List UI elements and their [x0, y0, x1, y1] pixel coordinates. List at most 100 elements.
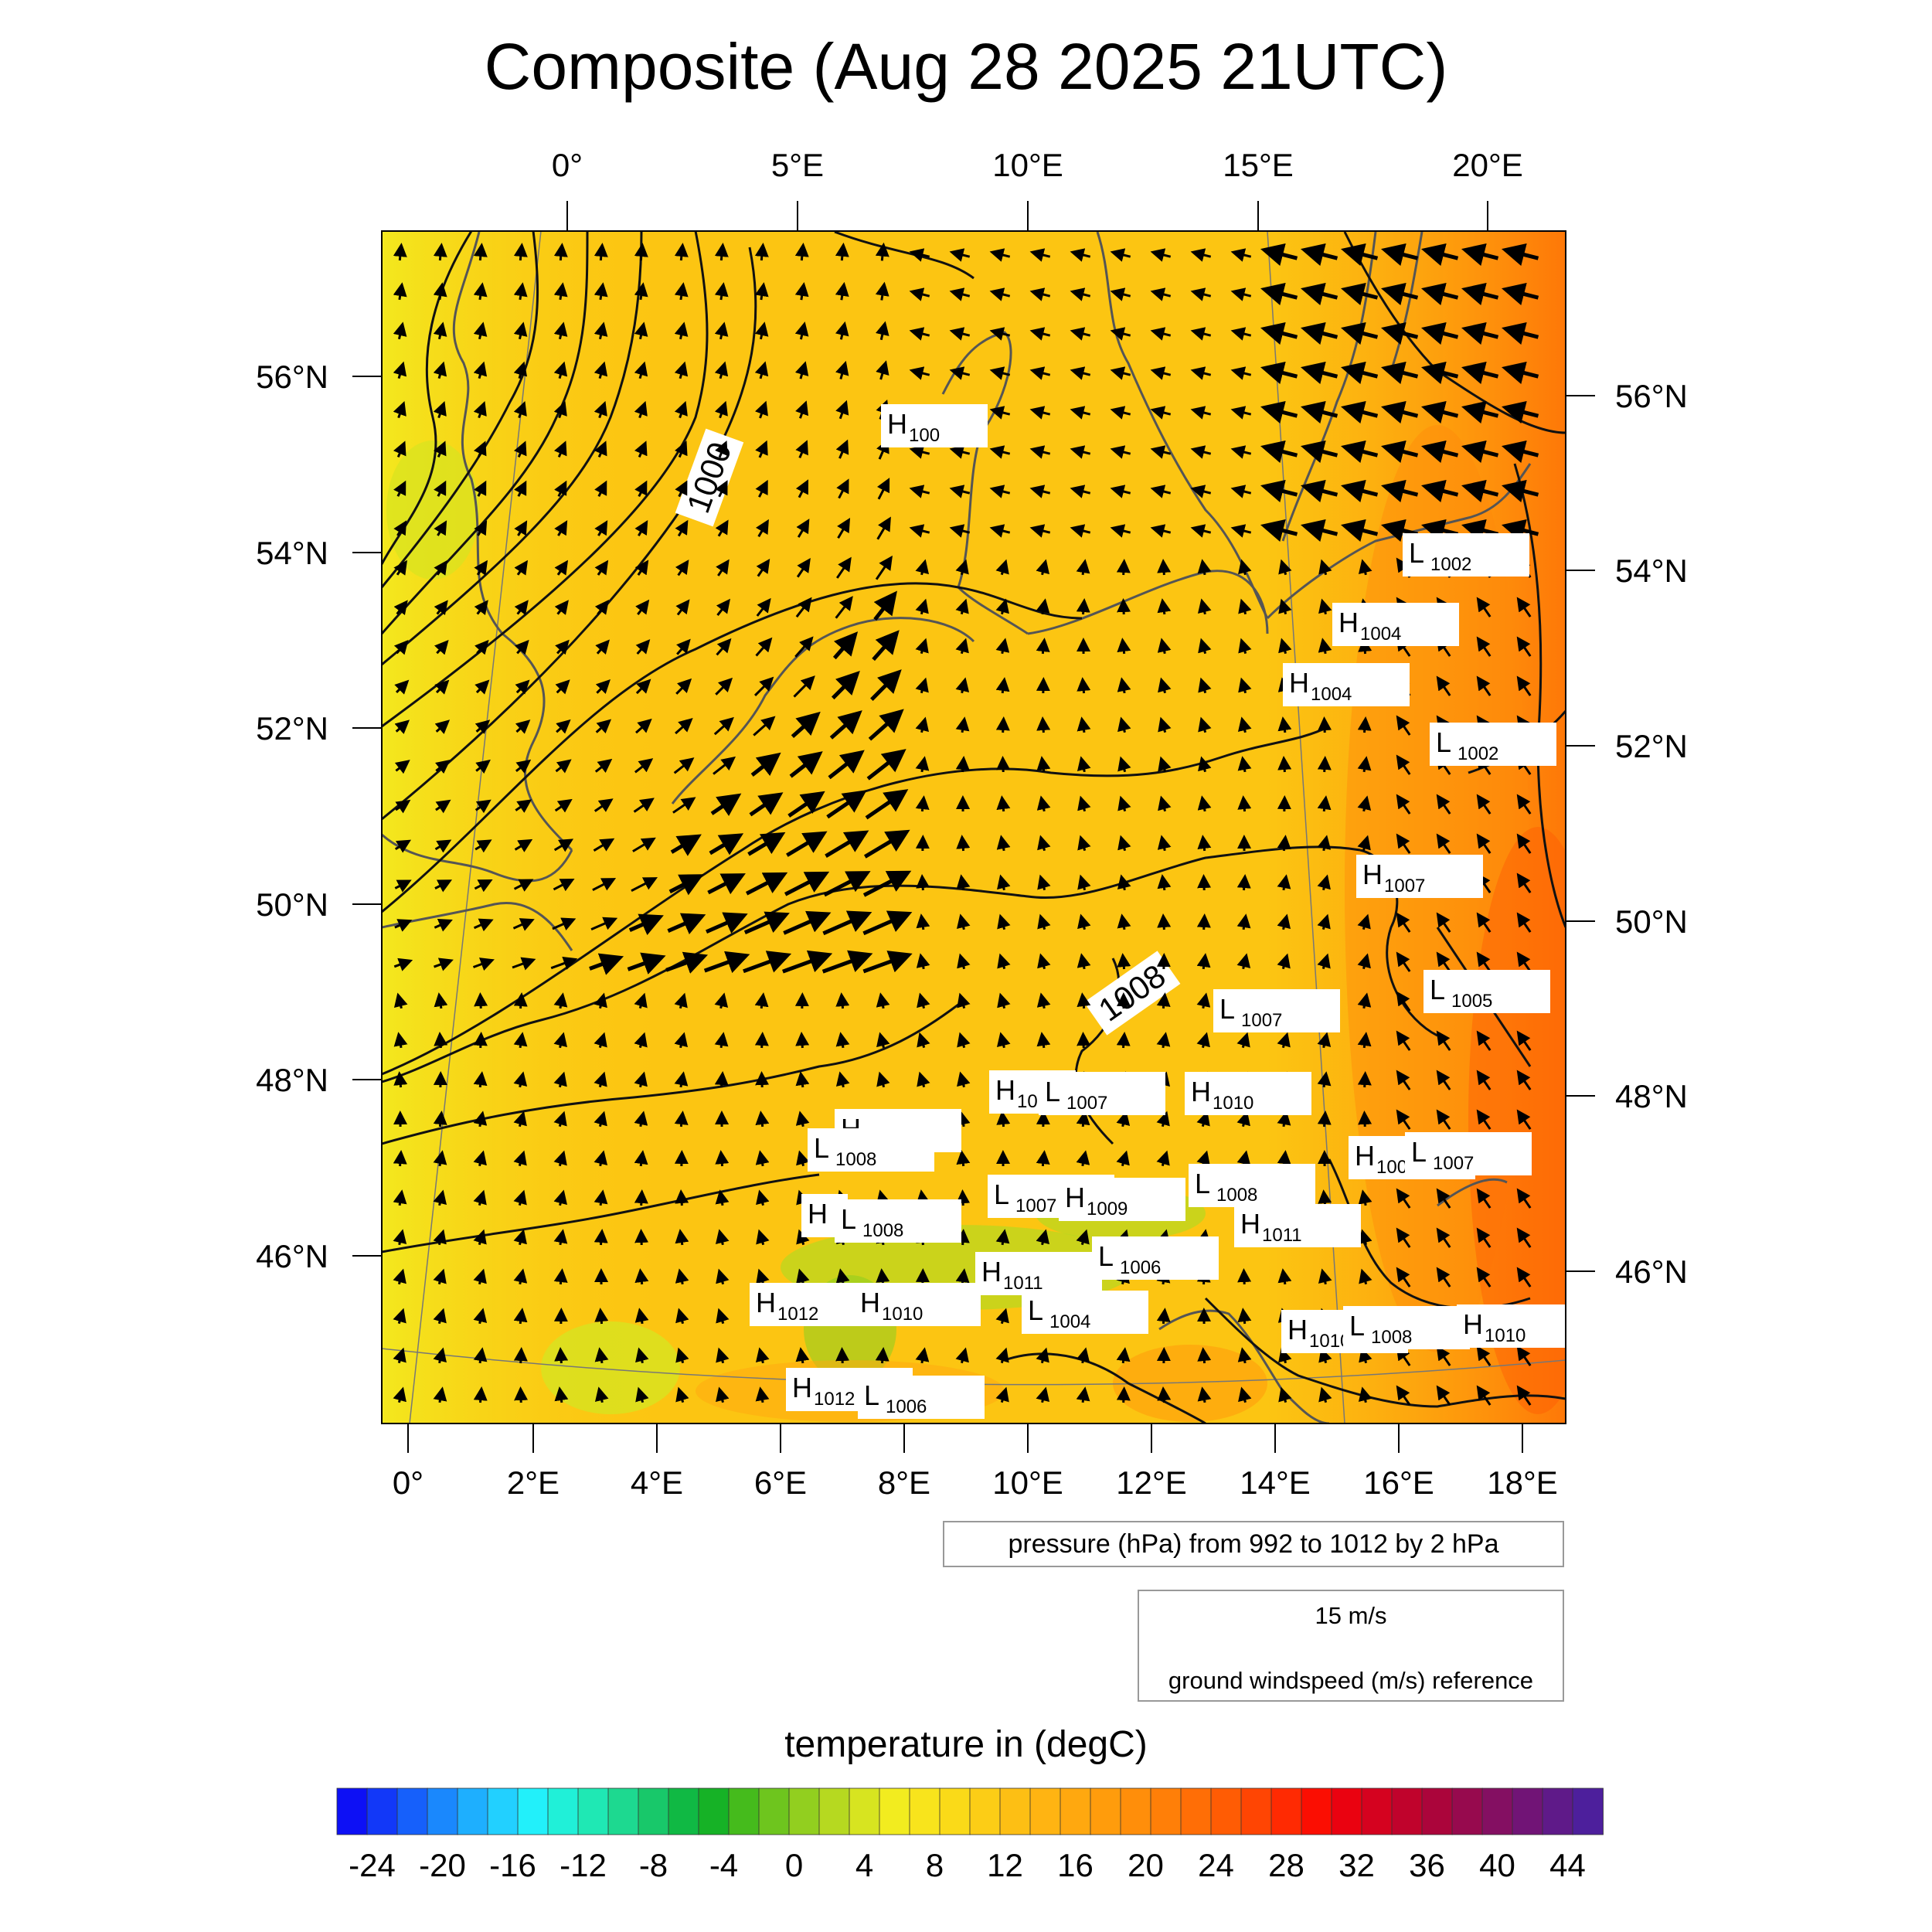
wind-arrow	[835, 1071, 850, 1088]
colorbar-bin	[366, 1787, 398, 1835]
wind-arrow	[555, 639, 570, 655]
wind-arrow	[1150, 485, 1172, 498]
wind-arrow	[634, 992, 648, 1009]
colorbar-tick-label: -20	[419, 1847, 466, 1883]
wind-arrow	[1190, 445, 1212, 459]
pressure-center-letter: H	[887, 408, 907, 440]
wind-arrow	[1340, 440, 1379, 464]
pressure-center-letter: H	[860, 1287, 880, 1318]
wind-arrow	[1396, 991, 1411, 1012]
wind-arrow	[754, 1032, 769, 1049]
wind-arrow	[1436, 1385, 1451, 1406]
wind-arrow	[433, 282, 447, 301]
wind-arrow	[876, 516, 891, 540]
wind-arrow	[917, 1032, 930, 1049]
wind-arrow	[756, 1268, 770, 1285]
wind-arrow	[715, 480, 728, 498]
wind-arrow	[796, 519, 810, 538]
pressure-center-value: 1005	[1451, 991, 1492, 1012]
wind-arrow	[1236, 1111, 1250, 1128]
wind-arrow	[1436, 1109, 1451, 1130]
wind-arrow	[989, 445, 1011, 459]
wind-arrow	[473, 400, 487, 419]
wind-arrow	[753, 676, 774, 697]
wind-arrow	[1380, 519, 1419, 543]
wind-arrow	[831, 671, 860, 700]
wind-arrow	[513, 1189, 527, 1206]
wind-arrow	[1157, 1386, 1172, 1403]
wind-arrow	[791, 711, 821, 739]
wind-arrow	[433, 361, 447, 379]
wind-arrow	[393, 957, 413, 971]
wind-arrow	[1190, 485, 1212, 498]
wind-arrow	[433, 321, 447, 340]
wind-arrow	[554, 1386, 569, 1403]
wind-arrow	[513, 440, 527, 458]
colorbar-tick-label: -4	[709, 1847, 738, 1883]
wind-arrow	[553, 400, 567, 419]
wind-arrow	[515, 759, 532, 774]
wind-arrow	[433, 1386, 447, 1403]
wind-arrow	[393, 1308, 406, 1325]
wind-arrow	[755, 1386, 770, 1403]
wind-arrow	[1396, 1030, 1411, 1051]
wind-arrow	[835, 1268, 850, 1285]
colorbar-tick-label: 44	[1549, 1847, 1586, 1883]
wind-arrow	[393, 400, 406, 419]
wind-arrow	[433, 1268, 447, 1285]
wind-arrow	[1420, 243, 1459, 267]
pressure-center-value: 1008	[835, 1149, 876, 1170]
wind-arrow	[1476, 1030, 1492, 1051]
wind-arrow	[873, 590, 897, 621]
top-longitude-labels: 0° 5°E 10°E 15°E 20°E	[552, 147, 1523, 183]
colorbar-bin	[849, 1787, 880, 1835]
wind-arrow	[1158, 756, 1172, 773]
wind-arrow	[393, 1229, 407, 1246]
pressure-center-letter: L	[841, 1203, 856, 1235]
wind-arrow	[955, 677, 970, 694]
wind-arrow	[1318, 1386, 1332, 1403]
wind-arrow	[1158, 716, 1172, 733]
wind-arrow	[1436, 1227, 1451, 1248]
wind-arrow	[434, 919, 453, 932]
wind-arrow	[1476, 1385, 1492, 1406]
colorbar-bin	[999, 1787, 1031, 1835]
wind-arrow	[675, 560, 689, 577]
wind-arrow	[750, 752, 781, 777]
lat-label: 50°N	[256, 886, 328, 923]
wind-arrow	[1359, 1347, 1372, 1364]
pressure-center-letter: H	[1287, 1314, 1308, 1345]
wind-arrow	[835, 321, 849, 340]
wind-arrow	[1317, 953, 1331, 970]
wind-arrow	[915, 677, 929, 694]
wind-arrow	[714, 243, 729, 261]
pressure-center-value: 1007	[1066, 1093, 1107, 1114]
wind-arrow	[553, 1229, 568, 1246]
wind-arrow	[1278, 598, 1292, 615]
wind-arrow	[1476, 1345, 1492, 1366]
wind-arrow	[715, 440, 728, 458]
wind-arrow	[989, 327, 1011, 341]
bottom-longitude-labels: 0° 2°E 4°E 6°E 8°E 10°E 12°E 14°E 16°E 1…	[393, 1464, 1558, 1501]
wind-arrow	[1156, 1111, 1170, 1128]
wind-arrow	[862, 870, 912, 897]
wind-arrow	[1150, 287, 1172, 301]
wind-arrow	[1476, 1070, 1492, 1090]
wind-arrow	[1461, 243, 1499, 267]
wind-arrow	[635, 599, 650, 616]
wind-arrow	[1340, 479, 1379, 503]
wind-arrow	[1157, 913, 1172, 930]
wind-arrow	[513, 1032, 528, 1049]
wind-arrow	[1198, 638, 1212, 655]
wind-arrow	[1036, 598, 1050, 615]
wind-arrow	[393, 361, 407, 379]
wind-arrow	[1277, 716, 1292, 733]
wind-arrow	[1277, 1032, 1291, 1049]
wind-arrow	[553, 878, 575, 892]
wind-arrow	[864, 829, 910, 859]
wind-arrow	[1230, 287, 1252, 301]
wind-arrow	[1380, 361, 1419, 385]
wind-arrow	[1501, 243, 1539, 267]
pressure-center-low: L 1002	[1430, 723, 1556, 766]
colorbar-bin	[909, 1787, 940, 1835]
